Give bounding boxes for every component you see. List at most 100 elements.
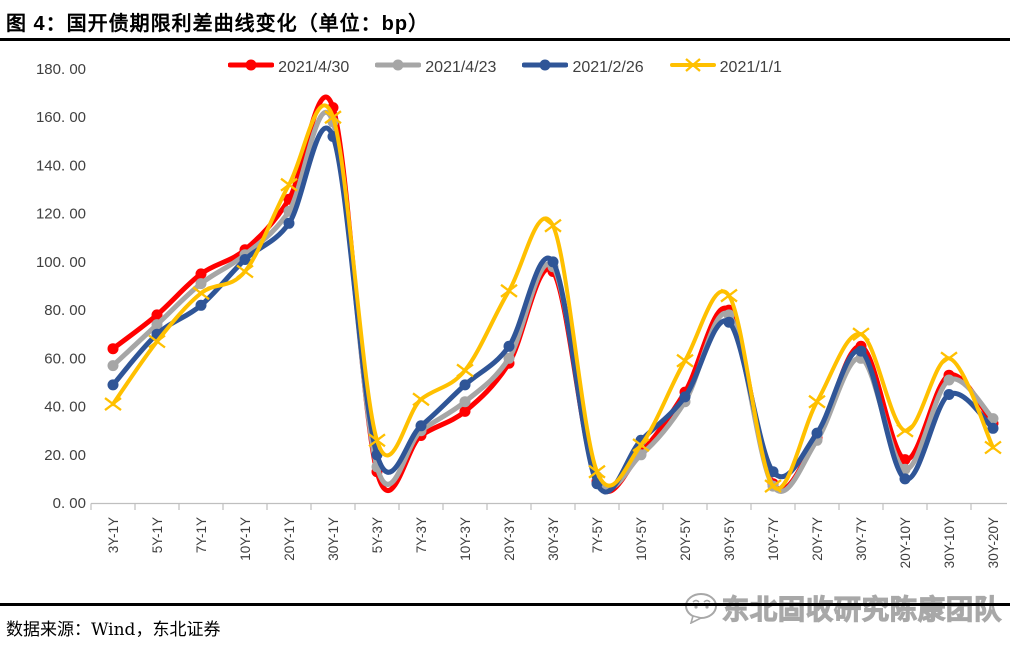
series-line [110,109,996,494]
x-marker [676,353,694,368]
circle-marker [723,316,735,328]
circle-marker [107,379,119,391]
x-axis-category-label: 30Y-1Y [326,517,341,561]
x-axis-category-label: 10Y-5Y [634,517,649,561]
x-marker [808,394,826,409]
x-axis-category-label: 10Y-1Y [238,517,253,561]
blue-line-marker-icon [521,57,569,78]
circle-marker [107,360,119,372]
bottom-frame-line [0,603,1010,606]
circle-marker [415,420,427,432]
x-marker [632,438,650,453]
x-axis-category-label: 7Y-5Y [590,517,605,553]
circle-marker [899,454,911,466]
circle-marker [459,379,471,391]
circle-marker [679,391,691,403]
x-axis-category-label: 5Y-3Y [370,517,385,553]
circle-marker [855,345,867,357]
x-axis-category-label: 30Y-10Y [942,517,957,568]
x-axis-category-label: 20Y-5Y [678,517,693,561]
y-axis-tick-label: 20. 00 [44,447,86,464]
x-marker [236,264,254,279]
legend-item: 2021/1/1 [669,57,782,78]
circle-marker [503,352,515,364]
circle-marker [943,389,955,400]
x-marker [720,288,738,303]
x-axis-category-label: 10Y-3Y [458,517,473,561]
x-axis-category-label: 30Y-3Y [546,517,561,561]
x-axis-category-label: 20Y-1Y [282,517,297,561]
legend-item: 2021/2/26 [521,57,644,78]
x-axis-category-label: 30Y-5Y [722,517,737,561]
x-marker [280,177,298,192]
circle-marker [195,299,207,311]
watermark-text: 东北固收研究陈康团队 [721,594,1002,625]
x-marker [764,479,782,494]
legend-swatch [227,59,275,71]
y-axis-tick-label: 120. 00 [36,206,86,223]
yellow-line-x-marker-icon [669,57,716,78]
circle-marker [767,466,779,478]
series-line [110,125,996,495]
figure-title: 图 4：国开债期限利差曲线变化（单位：bp） [6,13,430,35]
legend-item: 2021/4/30 [227,57,349,78]
y-axis-tick-label: 100. 00 [36,254,86,271]
circle-marker [547,256,559,268]
circle-marker [151,309,163,321]
x-marker [148,334,166,349]
x-marker [984,440,1002,455]
series-2021/4/23 [107,109,999,494]
legend-item: 2021/4/23 [374,57,496,78]
circle-marker [151,319,163,331]
y-axis-tick-label: 140. 00 [36,157,86,174]
series-line [110,94,996,494]
x-marker [896,423,914,438]
circle-marker [283,217,295,229]
series-2021/4/30 [107,94,999,494]
legend-label: 2021/1/1 [719,58,782,76]
x-axis-category-label: 5Y-1Y [150,517,165,553]
x-marker [104,397,122,412]
chart-legend: 2021/4/30 2021/4/23 2021/2/26 2021/1/1 [0,57,1010,78]
x-marker [456,363,474,378]
circle-marker [459,396,471,408]
x-axis-category-label: 20Y-3Y [502,517,517,561]
x-marker [544,218,562,233]
x-axis-category-label: 30Y-20Y [986,517,1001,568]
x-axis-category-label: 20Y-10Y [898,517,913,568]
circle-marker [503,340,515,352]
source-note: 数据来源：Wind，东北证券 [6,620,221,640]
legend-swatch [669,58,716,72]
circle-marker [811,427,823,439]
x-marker [940,351,958,366]
x-marker [500,283,518,298]
circle-marker [195,268,207,280]
circle-marker [459,405,471,417]
x-marker [588,464,606,479]
x-axis-category-label: 3Y-1Y [106,517,121,553]
legend-swatch [521,59,569,71]
y-axis-tick-label: 60. 00 [44,350,86,367]
circle-marker [195,278,207,290]
series-2021/2/26 [107,125,999,495]
x-axis-category-label: 30Y-7Y [854,517,869,561]
legend-label: 2021/2/26 [572,58,644,76]
series-2021/1/1 [104,103,1002,494]
y-axis-tick-label: 80. 00 [44,302,86,319]
x-marker [412,392,430,407]
red-line-marker-icon [227,57,275,78]
gray-line-marker-icon [374,57,422,78]
circle-marker [943,374,955,386]
circle-marker [987,422,999,434]
x-axis-category-label: 7Y-3Y [414,517,429,553]
circle-marker [107,343,119,355]
x-marker [192,286,210,301]
y-axis-tick-label: 180. 00 [36,61,86,78]
circle-marker [239,254,251,265]
x-marker [852,327,870,342]
series-line [111,103,995,491]
x-marker [368,433,386,448]
x-axis-category-label: 7Y-1Y [194,517,209,553]
